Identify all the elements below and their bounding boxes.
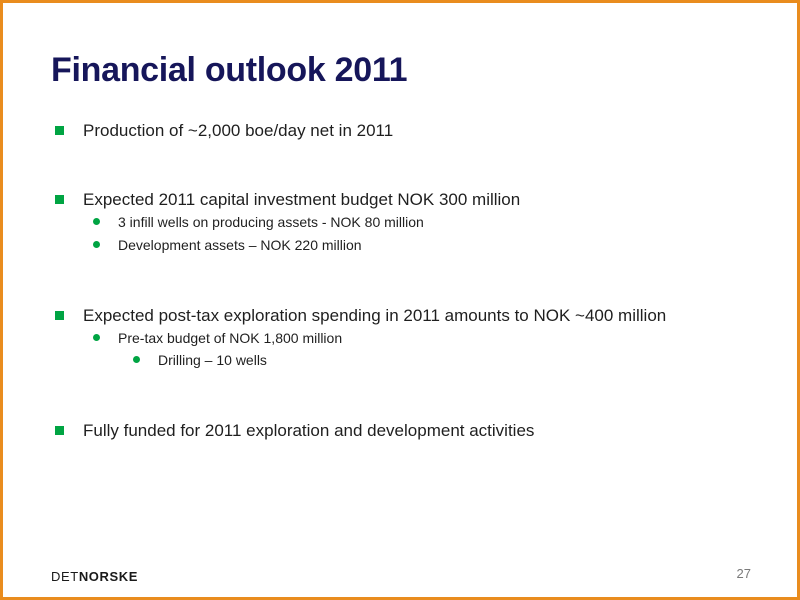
bullet-funding: Fully funded for 2011 exploration and de…	[55, 421, 534, 441]
bullet-text: Fully funded for 2011 exploration and de…	[83, 421, 535, 440]
sub-bullet-pretax: Pre-tax budget of NOK 1,800 million	[93, 330, 342, 346]
sub-bullet-development: Development assets – NOK 220 million	[93, 237, 362, 253]
square-bullet-icon	[55, 311, 64, 320]
bullet-text: Development assets – NOK 220 million	[118, 237, 362, 253]
company-logo: DETNORSKE	[51, 569, 138, 584]
logo-text-bold: NORSKE	[78, 569, 139, 584]
dot-bullet-icon	[133, 356, 140, 363]
bullet-text: Expected 2011 capital investment budget …	[83, 190, 521, 209]
square-bullet-icon	[55, 426, 64, 435]
slide-title: Financial outlook 2011	[51, 51, 408, 89]
square-bullet-icon	[55, 195, 64, 204]
bullet-production: Production of ~2,000 boe/day net in 2011	[55, 121, 393, 141]
bullet-capex: Expected 2011 capital investment budget …	[55, 190, 520, 210]
sub-bullet-infill: 3 infill wells on producing assets - NOK…	[93, 214, 424, 230]
sub-sub-bullet-drilling: Drilling – 10 wells	[133, 352, 267, 368]
logo-text-light: DET	[51, 569, 79, 584]
bullet-exploration: Expected post-tax exploration spending i…	[55, 306, 666, 326]
square-bullet-icon	[55, 126, 64, 135]
bullet-text: Expected post-tax exploration spending i…	[83, 306, 667, 325]
bullet-text: Drilling – 10 wells	[158, 352, 267, 368]
bullet-text: Pre-tax budget of NOK 1,800 million	[118, 330, 343, 346]
bullet-text: 3 infill wells on producing assets - NOK…	[118, 214, 424, 230]
dot-bullet-icon	[93, 218, 100, 225]
bullet-text: Production of ~2,000 boe/day net in 2011	[83, 121, 394, 140]
dot-bullet-icon	[93, 334, 100, 341]
dot-bullet-icon	[93, 241, 100, 248]
page-number: 27	[736, 566, 751, 581]
